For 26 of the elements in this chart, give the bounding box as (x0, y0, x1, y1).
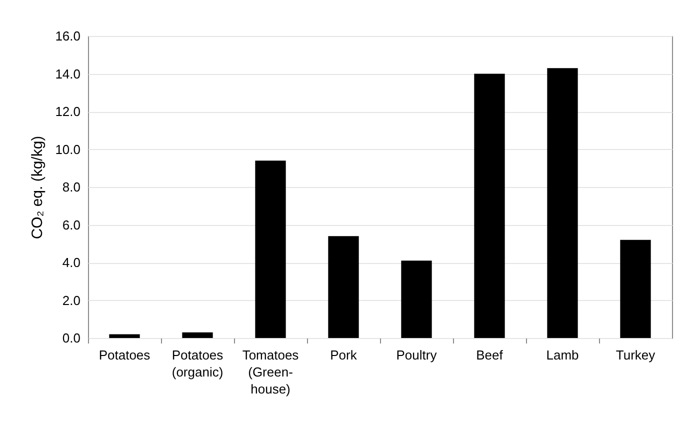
y-tick-label: 12.0 (55, 104, 80, 119)
x-tick-label: Poultry (396, 348, 438, 362)
bar (401, 260, 432, 338)
bar (474, 74, 505, 338)
bar (109, 334, 140, 338)
x-tick-label: Tomatoes (Green-house) (242, 348, 300, 396)
x-tick-label: Potatoes (organic) (172, 348, 224, 380)
y-tick-label: 10.0 (55, 142, 80, 157)
y-tick-label: 6.0 (62, 217, 80, 232)
bar (255, 160, 286, 338)
x-tick-label: Beef (476, 348, 504, 362)
y-tick-label: 8.0 (62, 180, 80, 194)
x-tick-label: Turkey (616, 348, 656, 362)
bar (328, 236, 359, 338)
y-tick-label: 0.0 (62, 330, 80, 346)
y-tick-label: 2.0 (62, 292, 80, 308)
x-tick-label: Lamb (546, 348, 579, 362)
y-tick-label: 14.0 (55, 66, 80, 82)
y-axis-title: CO₂ eq. (kg/kg) (29, 136, 46, 240)
x-tick-label: Pork (330, 348, 358, 362)
x-tick-label: Potatoes (98, 348, 151, 362)
y-tick-label: 4.0 (62, 255, 80, 270)
y-tick-label: 16.0 (55, 28, 80, 44)
bar (182, 332, 213, 338)
bar (620, 240, 651, 338)
bar (547, 68, 578, 338)
